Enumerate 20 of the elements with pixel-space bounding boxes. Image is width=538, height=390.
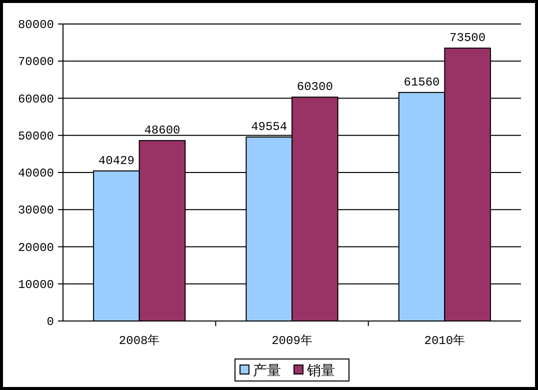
y-tick-label: 10000 [18,278,54,292]
data-label: 48600 [144,124,180,138]
data-label: 60300 [296,80,333,94]
data-label: 49554 [251,120,288,134]
y-tick-label: 70000 [18,55,54,70]
x-tick-label: 2008年 [118,334,160,348]
y-tick-label: 50000 [18,129,54,144]
y-tick-label: 20000 [18,240,54,255]
y-tick-label: 40000 [18,166,54,180]
legend-label: 产量 [253,363,281,379]
data-label: 73500 [450,31,486,46]
x-tick-label: 2009年 [272,334,312,348]
x-tick-label: 2010年 [424,334,466,348]
y-tick-label: 80000 [18,18,54,32]
data-label: 61560 [404,75,440,90]
data-label: 40429 [98,154,134,168]
y-tick-label: 0 [46,315,54,329]
legend-label: 销量 [306,363,335,379]
y-tick-label: 30000 [18,204,54,218]
y-tick-label: 60000 [18,92,54,106]
